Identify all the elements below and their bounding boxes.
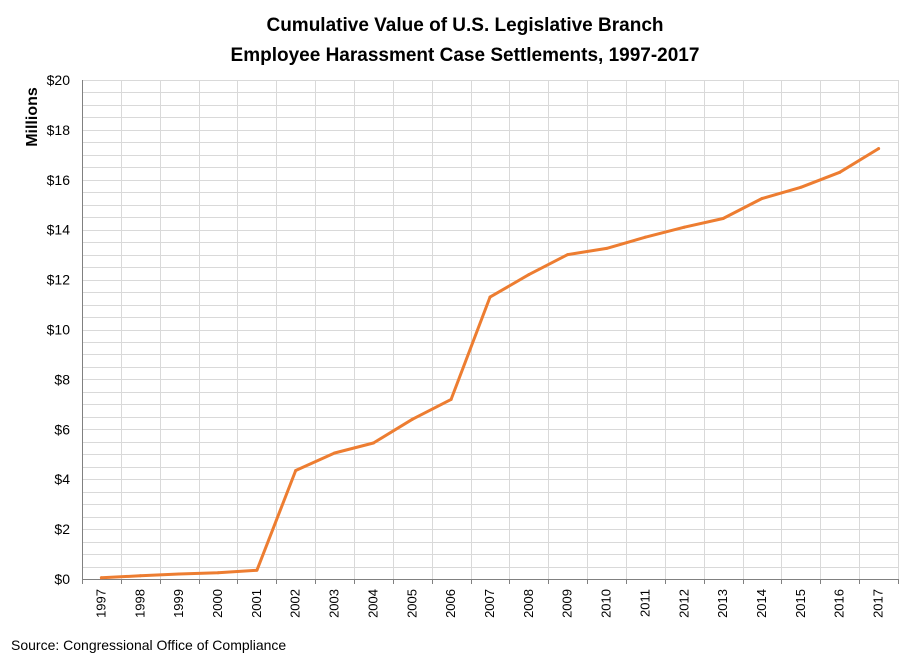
data-point xyxy=(177,572,181,576)
tick-labels: $0 $2 $4 $6 $8 $10 $12 $14 $16 $18 $20 1997 1998 1999… xyxy=(47,72,886,618)
y-tick-label: $10 xyxy=(47,322,71,338)
data-point xyxy=(294,468,298,472)
x-tick-label: 2002 xyxy=(288,589,303,618)
data-point xyxy=(216,571,220,575)
x-tick-label: 2011 xyxy=(637,589,652,617)
x-tick-label: 1997 xyxy=(93,589,108,618)
data-point xyxy=(643,235,647,239)
y-tick-label: $2 xyxy=(54,521,70,537)
x-tick-label: 2014 xyxy=(754,589,769,618)
data-point xyxy=(449,397,453,401)
x-tick-label: 2009 xyxy=(560,589,575,618)
x-tick-label: 2016 xyxy=(832,589,847,618)
y-tick-label: $18 xyxy=(47,122,71,138)
x-tick-label: 2015 xyxy=(793,589,808,618)
y-tick-label: $14 xyxy=(47,222,71,238)
data-point xyxy=(682,225,686,229)
y-tick-label: $0 xyxy=(54,571,70,587)
series-layer xyxy=(99,147,881,580)
x-tick-label: 1998 xyxy=(132,589,147,618)
data-point xyxy=(333,451,337,455)
series-line xyxy=(99,147,881,580)
data-point xyxy=(721,216,725,220)
x-tick-label: 2013 xyxy=(715,589,730,618)
x-tick-label: 1999 xyxy=(171,589,186,618)
data-point xyxy=(255,568,259,572)
data-point xyxy=(760,197,764,201)
y-tick-label: $8 xyxy=(54,371,70,387)
x-tick-label: 2010 xyxy=(599,589,614,618)
data-point xyxy=(527,273,531,277)
y-tick-label: $20 xyxy=(47,72,71,88)
chart-title-line-2: Employee Harassment Case Settlements, 19… xyxy=(231,45,700,66)
data-point xyxy=(877,147,881,151)
axes xyxy=(82,80,899,584)
x-tick-label: 2007 xyxy=(482,589,497,618)
y-tick-label: $6 xyxy=(54,421,70,437)
source-note: Source: Congressional Office of Complian… xyxy=(11,637,287,653)
data-point xyxy=(138,574,142,578)
gridlines xyxy=(82,80,899,579)
y-tick-label: $12 xyxy=(47,272,71,288)
data-point xyxy=(605,246,609,250)
x-tick-label: 2006 xyxy=(443,589,458,618)
data-point xyxy=(799,185,803,189)
x-tick-label: 2017 xyxy=(871,589,886,618)
data-point xyxy=(838,170,842,174)
data-point xyxy=(566,253,570,257)
x-tick-label: 2001 xyxy=(249,589,264,618)
data-point xyxy=(410,417,414,421)
x-tick-label: 2000 xyxy=(210,589,225,618)
data-point xyxy=(488,295,492,299)
x-tick-label: 2012 xyxy=(676,589,691,618)
x-tick-label: 2008 xyxy=(521,589,536,618)
data-point xyxy=(371,441,375,445)
x-tick-label: 2005 xyxy=(404,589,419,618)
y-tick-label: $4 xyxy=(54,471,70,487)
data-point xyxy=(99,576,103,580)
y-axis-label: Millions xyxy=(24,87,41,147)
x-tick-label: 2003 xyxy=(327,589,342,618)
y-tick-label: $16 xyxy=(47,172,71,188)
chart-title-line-1: Cumulative Value of U.S. Legislative Bra… xyxy=(266,15,663,36)
x-tick-label: 2004 xyxy=(365,589,380,618)
